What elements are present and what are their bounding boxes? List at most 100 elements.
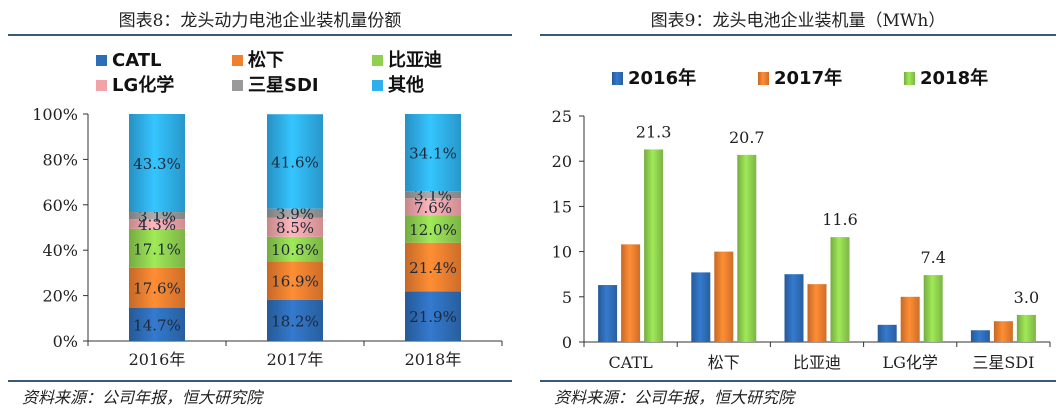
- data-label: 17.6%: [133, 280, 181, 298]
- bar-segment-item-4: [267, 208, 323, 218]
- legend-swatch-item-1: [232, 55, 243, 66]
- y-tick-label: 20: [552, 152, 572, 171]
- bar-item-2: [1016, 314, 1036, 342]
- bar-segment-item-1: [129, 267, 185, 308]
- legend-swatch-item-0: [612, 72, 623, 85]
- legend-swatch-item-4: [232, 80, 243, 91]
- data-label: 3.1%: [138, 208, 176, 226]
- x-tick-label: 2016年: [129, 350, 186, 369]
- left-source-note: 资料来源：公司年报，恒大研究院: [22, 388, 263, 407]
- y-tick-label: 15: [552, 197, 572, 216]
- y-tick-label: 20%: [42, 287, 78, 306]
- left-figure-title: 图表8：龙头动力电池企业装机量份额: [118, 11, 402, 31]
- data-label: 8.5%: [276, 219, 314, 237]
- left-top-rule: [8, 34, 512, 36]
- right-top-rule: [540, 34, 1056, 36]
- bar-segment-item-0: [129, 307, 185, 341]
- legend-swatch-item-2: [904, 72, 915, 85]
- data-label: 12.0%: [409, 221, 457, 239]
- bar-segment-item-5: [129, 114, 185, 213]
- x-tick-label: 松下: [708, 353, 740, 372]
- data-label: 41.6%: [271, 153, 319, 171]
- y-tick-label: 40%: [42, 241, 78, 260]
- x-tick-label: CATL: [608, 353, 653, 372]
- y-tick-label: 0: [562, 333, 572, 352]
- y-tick-label: 0%: [53, 332, 78, 351]
- data-label: 7.6%: [414, 199, 452, 217]
- bar-segment-item-5: [267, 114, 323, 209]
- bar-segment-item-1: [405, 242, 461, 292]
- data-label: 16.9%: [271, 273, 319, 291]
- data-label: 43.3%: [133, 155, 181, 173]
- data-label: 10.8%: [271, 241, 319, 259]
- legend-swatch-item-0: [96, 55, 107, 66]
- data-label: 21.4%: [409, 259, 457, 277]
- y-tick-label: 100%: [32, 105, 78, 124]
- data-label: 21.3: [636, 122, 672, 141]
- bar-segment-item-3: [129, 219, 185, 229]
- data-label: 14.7%: [133, 316, 181, 334]
- bar-segment-item-4: [129, 212, 185, 220]
- bar-item-2: [644, 149, 664, 342]
- stacked-share-chart: CATL 松下 比亚迪 LG化学 三星SDI 其他 0% 20% 40% 60% 80% 100% 20…: [32, 49, 503, 369]
- legend-label-item-0: CATL: [112, 50, 162, 71]
- data-label: 7.4: [920, 248, 945, 267]
- left-bottom-rule: [8, 380, 512, 382]
- legend-label-item-4: 三星SDI: [248, 75, 319, 96]
- bar-item-0: [970, 330, 990, 342]
- data-label: 21.9%: [409, 308, 457, 326]
- legend-label-item-5: 其他: [388, 74, 424, 96]
- data-label: 17.1%: [133, 240, 181, 258]
- bar-segment-item-2: [267, 236, 323, 262]
- right-bottom-rule: [540, 380, 1056, 382]
- bar-segment-item-3: [267, 217, 323, 237]
- bar-item-1: [621, 244, 641, 342]
- data-label: 3.1%: [414, 187, 452, 205]
- legend-label-item-0: 2016年: [628, 67, 696, 89]
- right-figure-title: 图表9：龙头电池企业装机量（MWh）: [650, 11, 946, 31]
- y-tick-label: 80%: [42, 150, 78, 169]
- x-tick-label: 三星SDI: [972, 353, 1034, 372]
- data-label: 3.0: [1014, 288, 1039, 307]
- legend-label-item-2: 比亚迪: [388, 50, 442, 71]
- y-tick-label: 60%: [42, 196, 78, 215]
- y-tick-label: 25: [552, 107, 572, 126]
- data-label: 11.6: [822, 210, 858, 229]
- bar-item-0: [877, 324, 897, 342]
- bar-item-2: [923, 275, 943, 342]
- bar-segment-item-3: [405, 198, 461, 216]
- x-tick-label: 2017年: [267, 350, 324, 369]
- bar-item-1: [900, 296, 920, 342]
- installed-capacity-chart: 2016年 2017年 2018年 0 5 10 15 20 25 CATL 21.3 松下 20.7 比…: [552, 67, 1051, 372]
- bar-segment-item-2: [129, 228, 185, 268]
- x-tick-label: 2018年: [405, 350, 462, 369]
- y-tick-label: 5: [562, 288, 572, 307]
- legend-swatch-item-1: [758, 72, 769, 85]
- legend-label-item-1: 松下: [248, 49, 284, 71]
- y-tick-label: 10: [552, 243, 572, 262]
- legend-swatch-item-2: [372, 55, 383, 66]
- data-label: 18.2%: [271, 312, 319, 330]
- bar-segment-item-2: [405, 215, 461, 243]
- bar-segment-item-0: [405, 291, 461, 341]
- x-tick-label: LG化学: [882, 353, 937, 372]
- data-label: 34.1%: [409, 145, 457, 163]
- legend-label-item-2: 2018年: [920, 67, 988, 89]
- legend-label-item-1: 2017年: [774, 67, 842, 89]
- bar-item-1: [993, 321, 1013, 342]
- data-label: 3.9%: [276, 205, 314, 223]
- left-figure: 图表8：龙头动力电池企业装机量份额 CATL 松下 比亚迪 LG化学 三星SDI 其他 0%…: [0, 0, 520, 416]
- data-label: 20.7: [729, 128, 765, 147]
- right-source-note: 资料来源：公司年报，恒大研究院: [554, 388, 795, 407]
- bar-item-2: [830, 237, 850, 342]
- right-figure: 图表9：龙头电池企业装机量（MWh） 2016年 2017年 2018年 0 5 10 15…: [532, 0, 1064, 416]
- bar-segment-item-4: [405, 191, 461, 199]
- x-tick-label: 比亚迪: [793, 353, 841, 372]
- legend-label-item-3: LG化学: [112, 74, 174, 96]
- bar-segment-item-1: [267, 261, 323, 300]
- bar-segment-item-0: [267, 299, 323, 341]
- bar-item-0: [691, 272, 711, 342]
- bar-item-2: [737, 154, 757, 342]
- bar-segment-item-5: [405, 114, 461, 192]
- bar-item-1: [807, 284, 827, 342]
